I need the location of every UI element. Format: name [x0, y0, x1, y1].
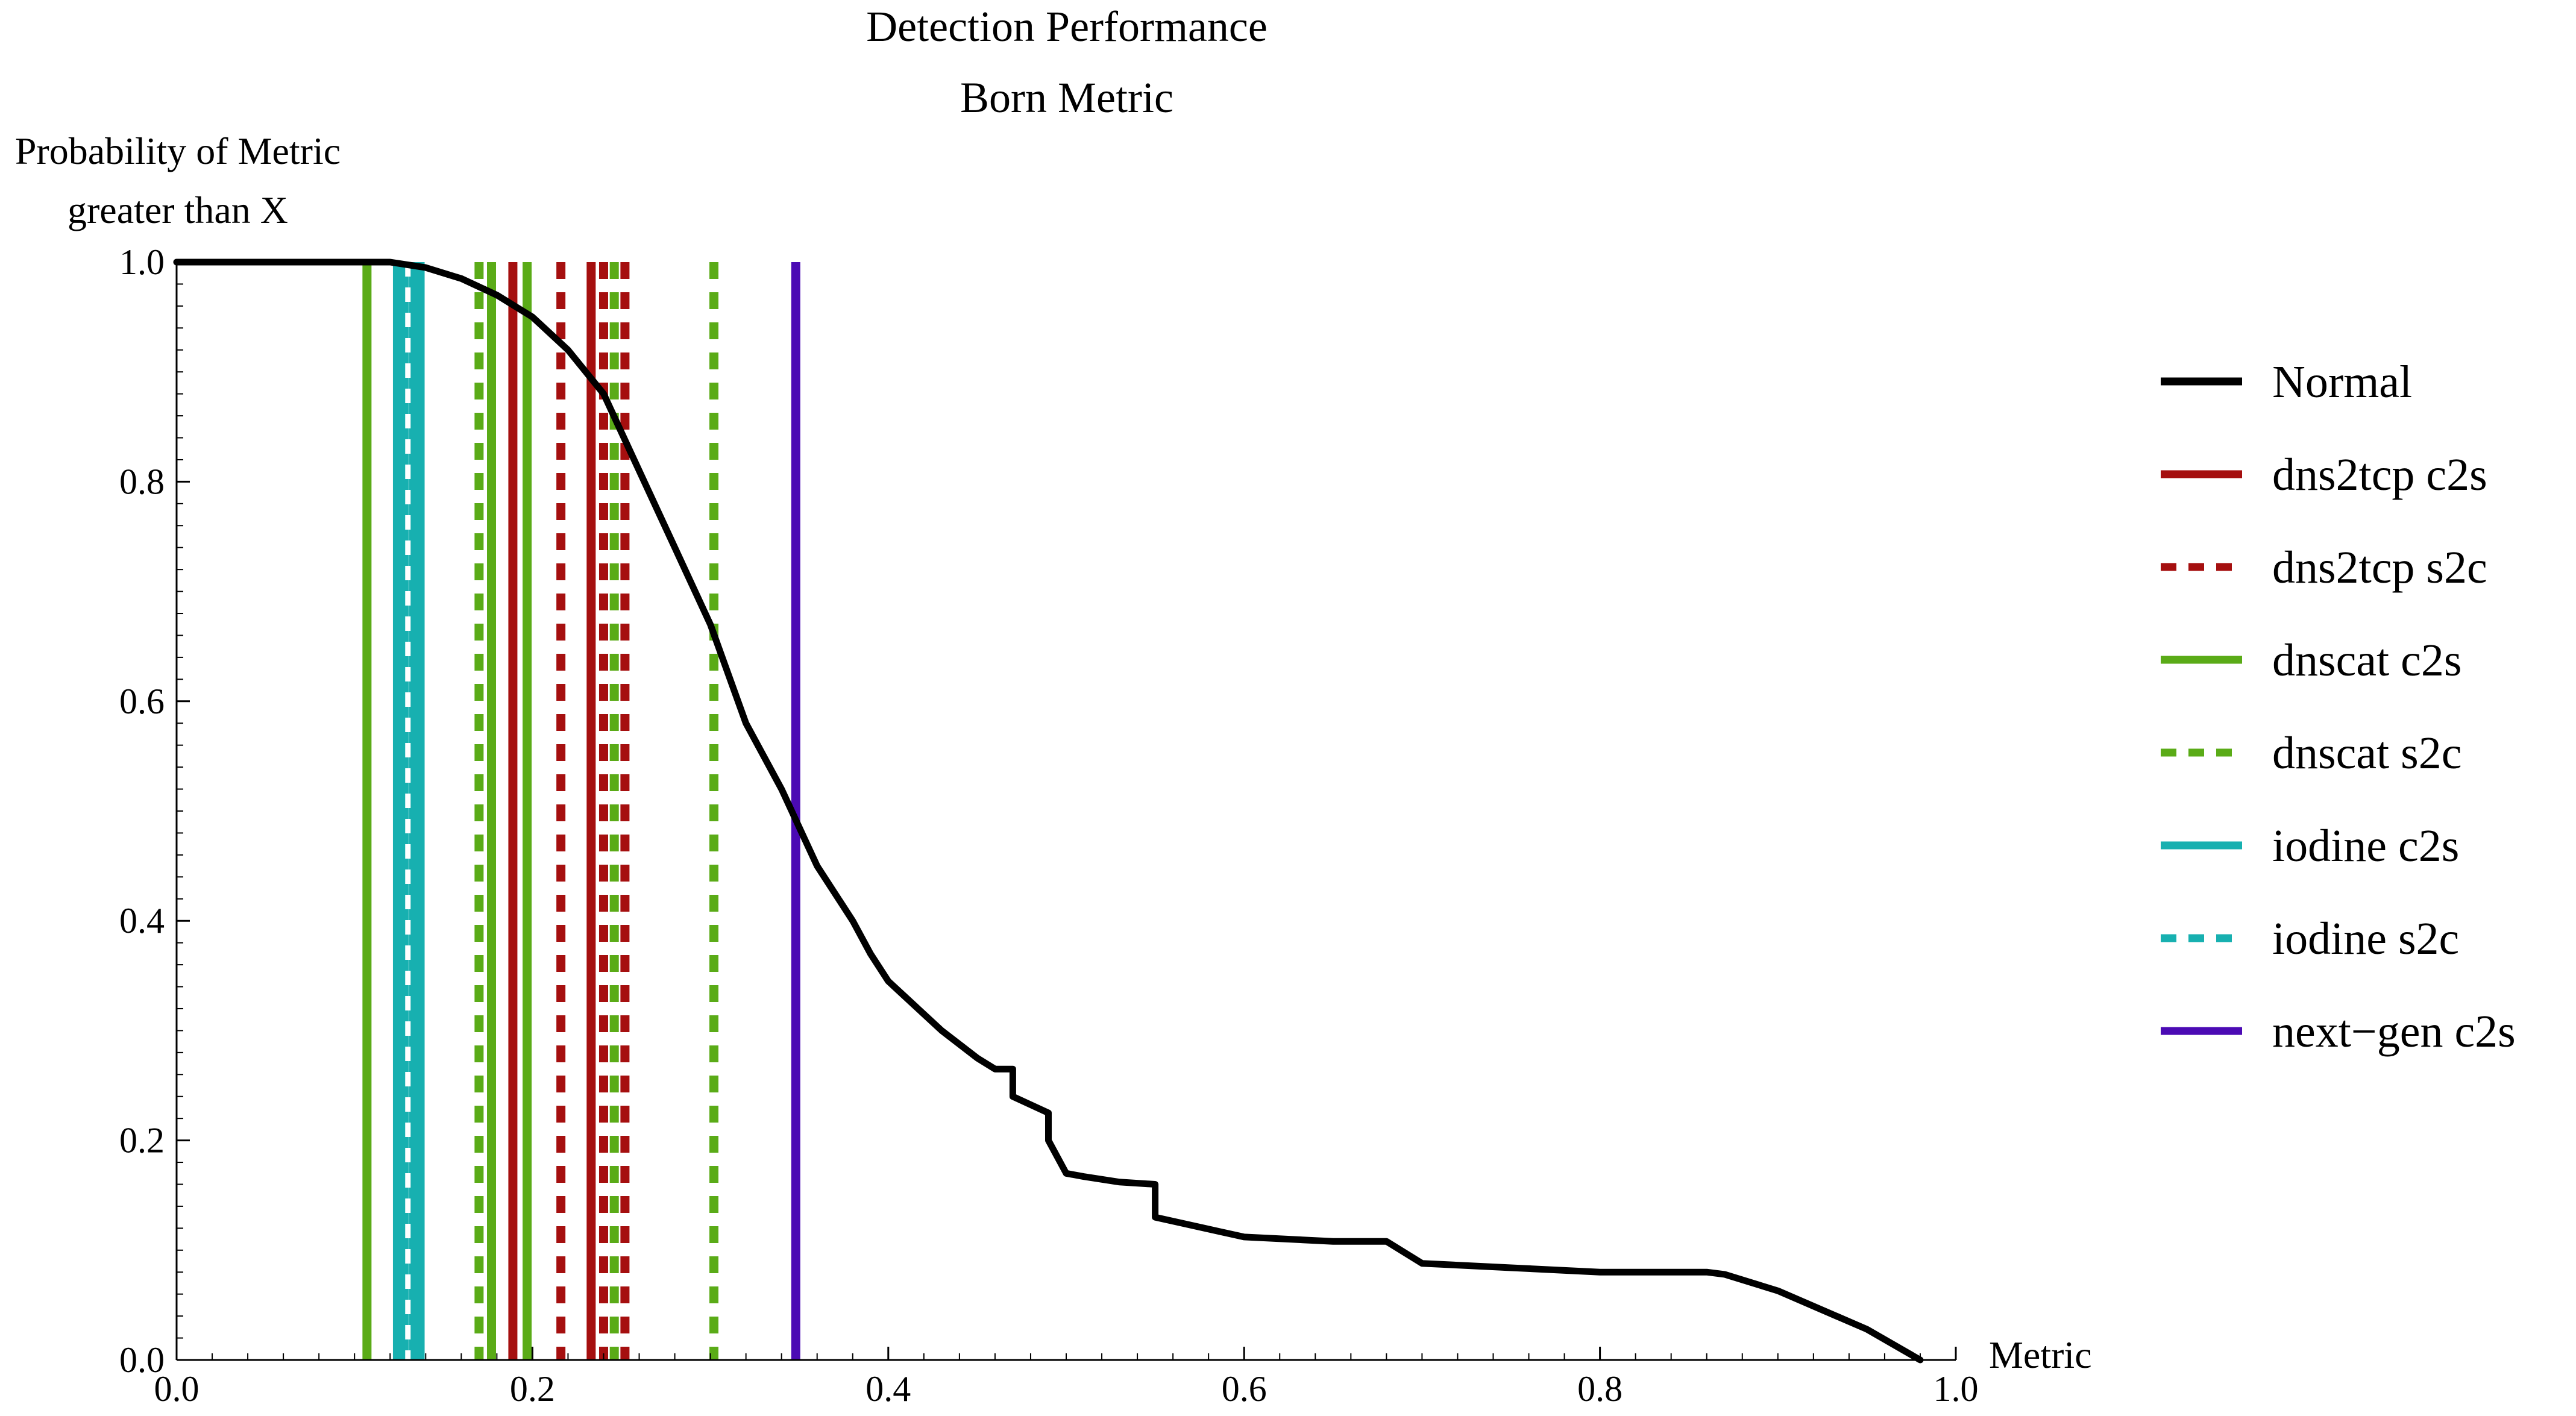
tick-marks — [175, 261, 1957, 1361]
y-tick-label: 1.0 — [119, 242, 165, 282]
legend-label-dns2tcp-s2c: dns2tcp s2c — [2272, 542, 2487, 593]
y-tick-label: 0.4 — [119, 901, 165, 941]
y-tick-label: 0.0 — [119, 1340, 165, 1380]
detection-lines — [362, 262, 800, 1360]
y-tick-label: 0.6 — [119, 681, 165, 721]
x-tick-label: 0.0 — [154, 1369, 199, 1409]
legend-label-dnscat-s2c: dnscat s2c — [2272, 728, 2461, 778]
x-tick-label: 1.0 — [1934, 1369, 1979, 1409]
axes — [175, 262, 1956, 1361]
legend: Normal dns2tcp c2s dns2tcp s2c dnscat c2s dn… — [2161, 357, 2516, 1057]
chart-title: Detection Performance — [866, 2, 1268, 51]
legend-label-iodine-s2c: iodine s2c — [2272, 913, 2459, 964]
tick-labels: 0.0 0.2 0.4 0.6 0.8 1.0 0.0 0.2 0.4 0.6 0.8 1.0 — [119, 242, 1979, 1409]
x-axis-label: Metric — [1989, 1333, 2092, 1376]
y-tick-label: 0.2 — [119, 1121, 165, 1161]
x-tick-label: 0.8 — [1577, 1369, 1623, 1409]
normal-curve — [173, 258, 1924, 1364]
x-tick-label: 0.4 — [865, 1369, 911, 1409]
legend-label-normal: Normal — [2272, 357, 2412, 407]
legend-label-dnscat-c2s: dnscat c2s — [2272, 635, 2461, 686]
legend-label-dns2tcp-c2s: dns2tcp c2s — [2272, 450, 2487, 500]
y-axis-label-line1: Probability of Metric — [15, 130, 341, 172]
y-axis-label-line2: greater than X — [68, 189, 288, 231]
chart-subtitle: Born Metric — [960, 74, 1173, 122]
legend-label-next-gen-c2s: next−gen c2s — [2272, 1006, 2516, 1057]
x-tick-label: 0.2 — [510, 1369, 555, 1409]
x-tick-label: 0.6 — [1222, 1369, 1267, 1409]
y-tick-label: 0.8 — [119, 462, 165, 501]
normal-curve-group — [173, 258, 1924, 1364]
legend-label-iodine-c2s: iodine c2s — [2272, 821, 2459, 871]
